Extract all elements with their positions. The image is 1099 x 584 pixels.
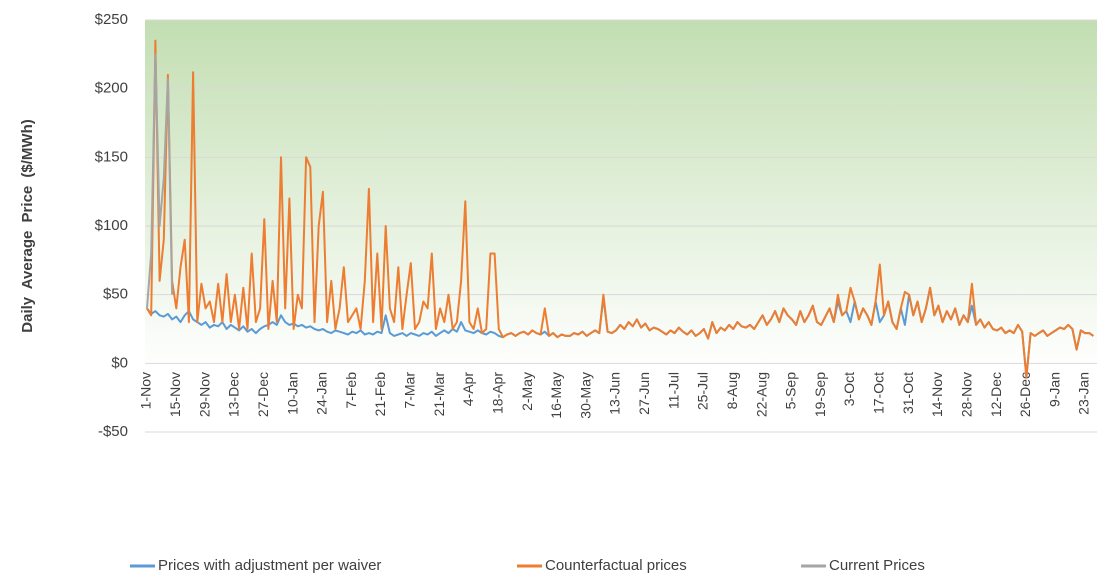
x-tick-label: 1-Nov [138, 372, 154, 409]
x-tick-label: 5-Sep [783, 372, 799, 410]
x-tick-label: 25-Jul [695, 372, 711, 410]
y-tick-label: $100 [95, 217, 128, 234]
x-tick-label: 22-Aug [753, 372, 769, 417]
x-tick-label: 26-Dec [1017, 372, 1033, 417]
x-tick-label: 18-Apr [489, 372, 505, 414]
x-tick-label: 28-Nov [958, 372, 974, 417]
y-tick-label: $150 [95, 148, 128, 165]
y-tick-label: -$50 [98, 423, 128, 440]
x-tick-label: 10-Jan [284, 372, 300, 415]
y-tick-label: $250 [95, 11, 128, 28]
x-tick-label: 24-Jan [314, 372, 330, 415]
x-tick-label: 27-Dec [255, 372, 271, 417]
x-tick-label: 27-Jun [636, 372, 652, 415]
x-tick-label: 7-Feb [343, 372, 359, 409]
y-tick-label: $50 [103, 286, 128, 303]
x-tick-label: 16-May [548, 372, 564, 419]
x-tick-label: 17-Oct [871, 372, 887, 414]
x-tick-label: 30-May [577, 372, 593, 419]
x-tick-label: 9-Jan [1046, 372, 1062, 407]
x-tick-label: 4-Apr [460, 372, 476, 407]
x-tick-label: 11-Jul [665, 372, 681, 409]
x-tick-label: 19-Sep [812, 372, 828, 417]
x-tick-label: 15-Nov [167, 372, 183, 417]
x-tick-label: 7-Mar [402, 372, 418, 409]
x-tick-label: 12-Dec [988, 372, 1004, 417]
series-line [146, 39, 1094, 379]
y-tick-label: $200 [95, 80, 128, 97]
y-axis-title: Daily Average Price ($/MWh) [19, 119, 36, 332]
x-tick-label: 8-Aug [724, 372, 740, 409]
x-tick-label: 31-Oct [900, 372, 916, 414]
x-tick-label: 21-Mar [431, 372, 447, 417]
legend-label: Counterfactual prices [545, 557, 687, 574]
series-line [146, 53, 174, 309]
y-tick-label: $0 [111, 354, 128, 371]
x-tick-label: 14-Nov [929, 372, 945, 417]
x-tick-label: 2-May [519, 372, 535, 411]
x-tick-label: 21-Feb [372, 372, 388, 417]
x-tick-label: 13-Dec [226, 372, 242, 417]
x-tick-label: 29-Nov [196, 372, 212, 417]
x-tick-label: 13-Jun [607, 372, 623, 415]
x-tick-label: 23-Jan [1076, 372, 1092, 415]
x-tick-label: 3-Oct [841, 372, 857, 406]
legend-label: Current Prices [829, 557, 925, 574]
legend-label: Prices with adjustment per waiver [158, 557, 381, 574]
